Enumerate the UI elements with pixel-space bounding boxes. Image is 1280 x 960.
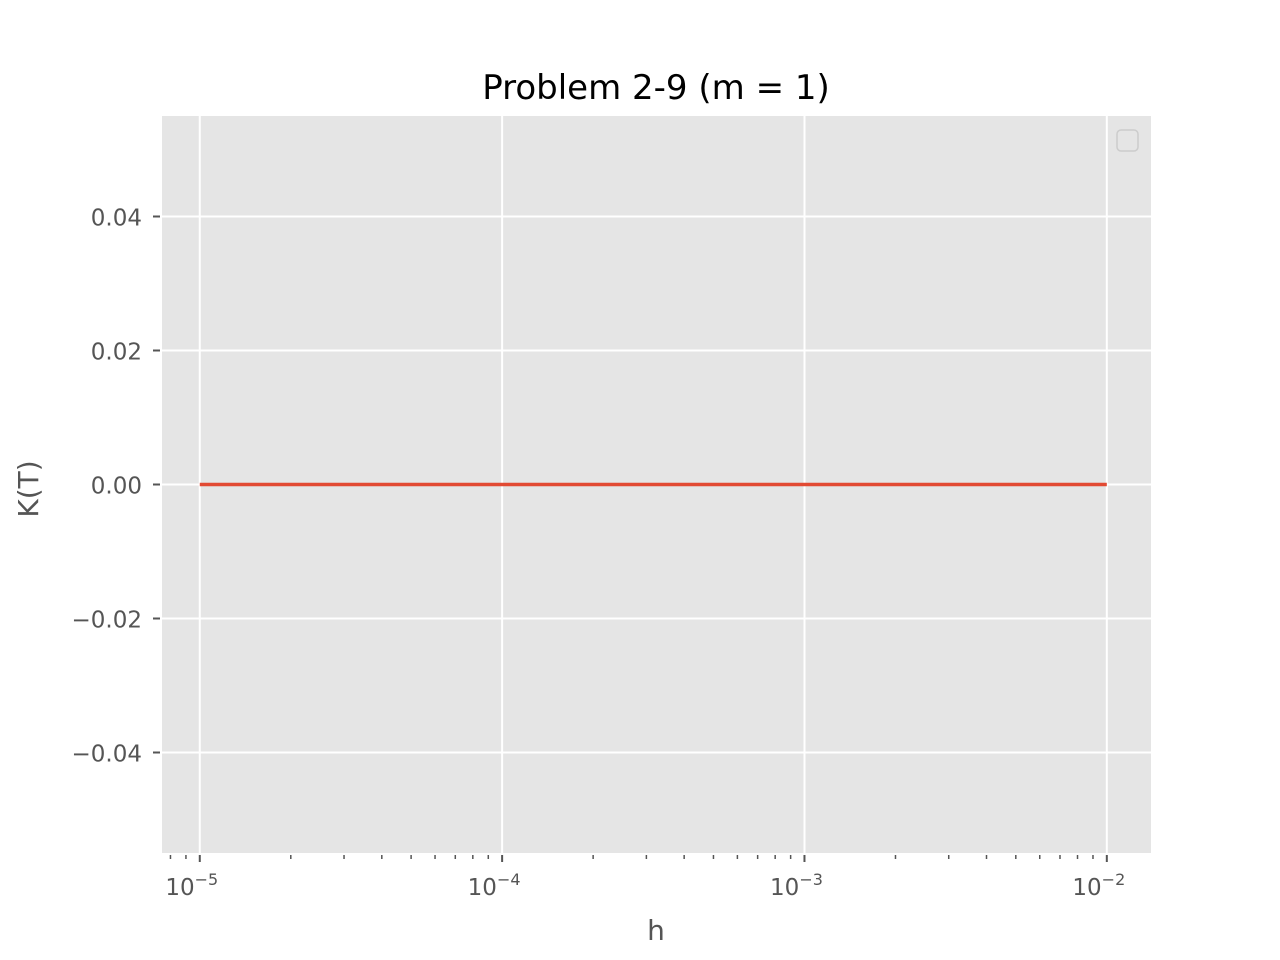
legend-box — [1116, 129, 1139, 152]
y-tick-label: −0.04 — [72, 742, 142, 768]
y-axis: 0.04 0.02 0.00 −0.02 −0.04 — [72, 206, 160, 768]
x-tick-label: 10−4 — [468, 870, 521, 901]
y-axis-label: K(T) — [12, 460, 45, 517]
y-tick-label: 0.04 — [91, 206, 142, 232]
x-axis-label: h — [647, 914, 665, 947]
y-tick-label: 0.00 — [91, 474, 142, 500]
x-tick-label: 10−2 — [1072, 870, 1125, 901]
x-tick-label: 10−5 — [165, 870, 218, 901]
x-axis: 10−5 10−4 10−3 10−2 — [165, 855, 1125, 901]
x-tick-label: 10−3 — [770, 870, 823, 901]
y-tick-label: −0.02 — [72, 608, 142, 634]
y-tick-label: 0.02 — [91, 340, 142, 366]
chart-title: Problem 2-9 (m = 1) — [482, 68, 830, 108]
